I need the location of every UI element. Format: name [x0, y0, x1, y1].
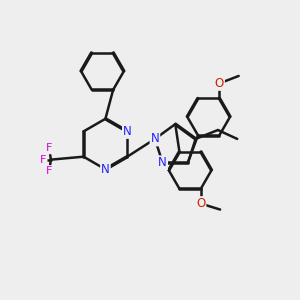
Text: N: N	[123, 125, 132, 138]
Text: O: O	[215, 77, 224, 90]
Text: N: N	[101, 163, 110, 176]
Text: F: F	[40, 155, 46, 165]
Text: N: N	[158, 156, 167, 170]
Text: F: F	[46, 143, 52, 153]
Text: F: F	[46, 166, 52, 176]
Text: N: N	[151, 132, 159, 146]
Text: O: O	[196, 197, 206, 210]
